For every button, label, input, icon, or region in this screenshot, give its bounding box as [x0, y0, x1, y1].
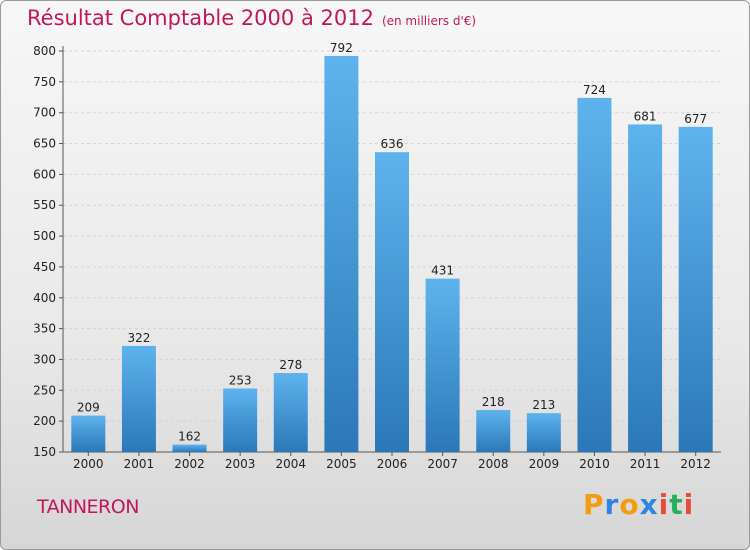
y-tick-label: 200: [33, 414, 56, 428]
bar-2005: [324, 55, 359, 452]
value-label-2011: 681: [634, 109, 657, 123]
chart-title: Résultat Comptable 2000 à 2012 (en millie…: [27, 6, 476, 30]
y-tick-label: 600: [33, 167, 56, 181]
x-tick-label-2003: 2003: [225, 457, 256, 471]
value-label-2006: 636: [381, 137, 404, 151]
bar-2010: [577, 97, 612, 452]
y-tick-label: 350: [33, 322, 56, 336]
x-tick-label-2002: 2002: [174, 457, 205, 471]
y-tick-label: 300: [33, 352, 56, 366]
bar-2007: [425, 278, 460, 452]
value-label-2000: 209: [77, 401, 100, 415]
value-label-2003: 253: [229, 373, 252, 387]
bar-2002: [172, 444, 207, 452]
y-tick-label: 700: [33, 106, 56, 120]
x-tick-label-2006: 2006: [377, 457, 408, 471]
proxiti-logo: Proxiti: [583, 488, 694, 521]
value-label-2001: 322: [127, 331, 150, 345]
value-label-2002: 162: [178, 430, 201, 444]
value-label-2010: 724: [583, 83, 606, 97]
bar-2003: [223, 388, 258, 452]
logo-letter: x: [639, 488, 659, 521]
value-label-2007: 431: [431, 264, 454, 278]
y-tick-label: 800: [33, 44, 56, 58]
logo-letter: o: [619, 488, 640, 521]
bar-2006: [375, 152, 409, 452]
x-tick-label-2007: 2007: [427, 457, 458, 471]
y-tick-label: 750: [33, 75, 56, 89]
chart-subtitle: (en milliers d'€): [381, 14, 477, 28]
logo-letter: i: [683, 488, 695, 521]
y-tick-label: 250: [33, 383, 56, 397]
logo-letter: i: [658, 488, 670, 521]
y-tick-label: 450: [33, 260, 56, 274]
value-label-2009: 213: [532, 398, 555, 412]
bar-2008: [476, 410, 511, 452]
x-tick-label-2011: 2011: [630, 457, 661, 471]
bar-2004: [273, 373, 308, 452]
value-label-2012: 677: [684, 112, 707, 126]
bar-2000: [71, 415, 106, 452]
x-tick-label-2012: 2012: [680, 457, 711, 471]
x-tick-label-2001: 2001: [124, 457, 155, 471]
y-tick-label: 650: [33, 137, 56, 151]
chart-title-text: Résultat Comptable 2000 à 2012: [27, 6, 374, 30]
value-label-2005: 792: [330, 41, 353, 55]
bar-2001: [121, 345, 156, 452]
bar-2009: [526, 413, 561, 452]
y-tick-label: 150: [33, 445, 56, 459]
town-name: TANNERON: [37, 496, 139, 518]
value-label-2008: 218: [482, 395, 505, 409]
x-tick-label-2000: 2000: [73, 457, 104, 471]
y-tick-label: 400: [33, 291, 56, 305]
bar-2011: [628, 124, 663, 452]
y-tick-label: 500: [33, 229, 56, 243]
y-tick-label: 550: [33, 198, 56, 212]
x-tick-label-2010: 2010: [579, 457, 610, 471]
x-tick-label-2009: 2009: [529, 457, 560, 471]
bar-2012: [678, 126, 713, 453]
x-tick-label-2008: 2008: [478, 457, 509, 471]
value-label-2004: 278: [279, 358, 302, 372]
logo-letter: r: [604, 488, 620, 521]
x-tick-label-2005: 2005: [326, 457, 357, 471]
logo-letter: t: [669, 488, 684, 521]
x-tick-label-2004: 2004: [275, 457, 306, 471]
logo-letter: P: [583, 488, 605, 521]
